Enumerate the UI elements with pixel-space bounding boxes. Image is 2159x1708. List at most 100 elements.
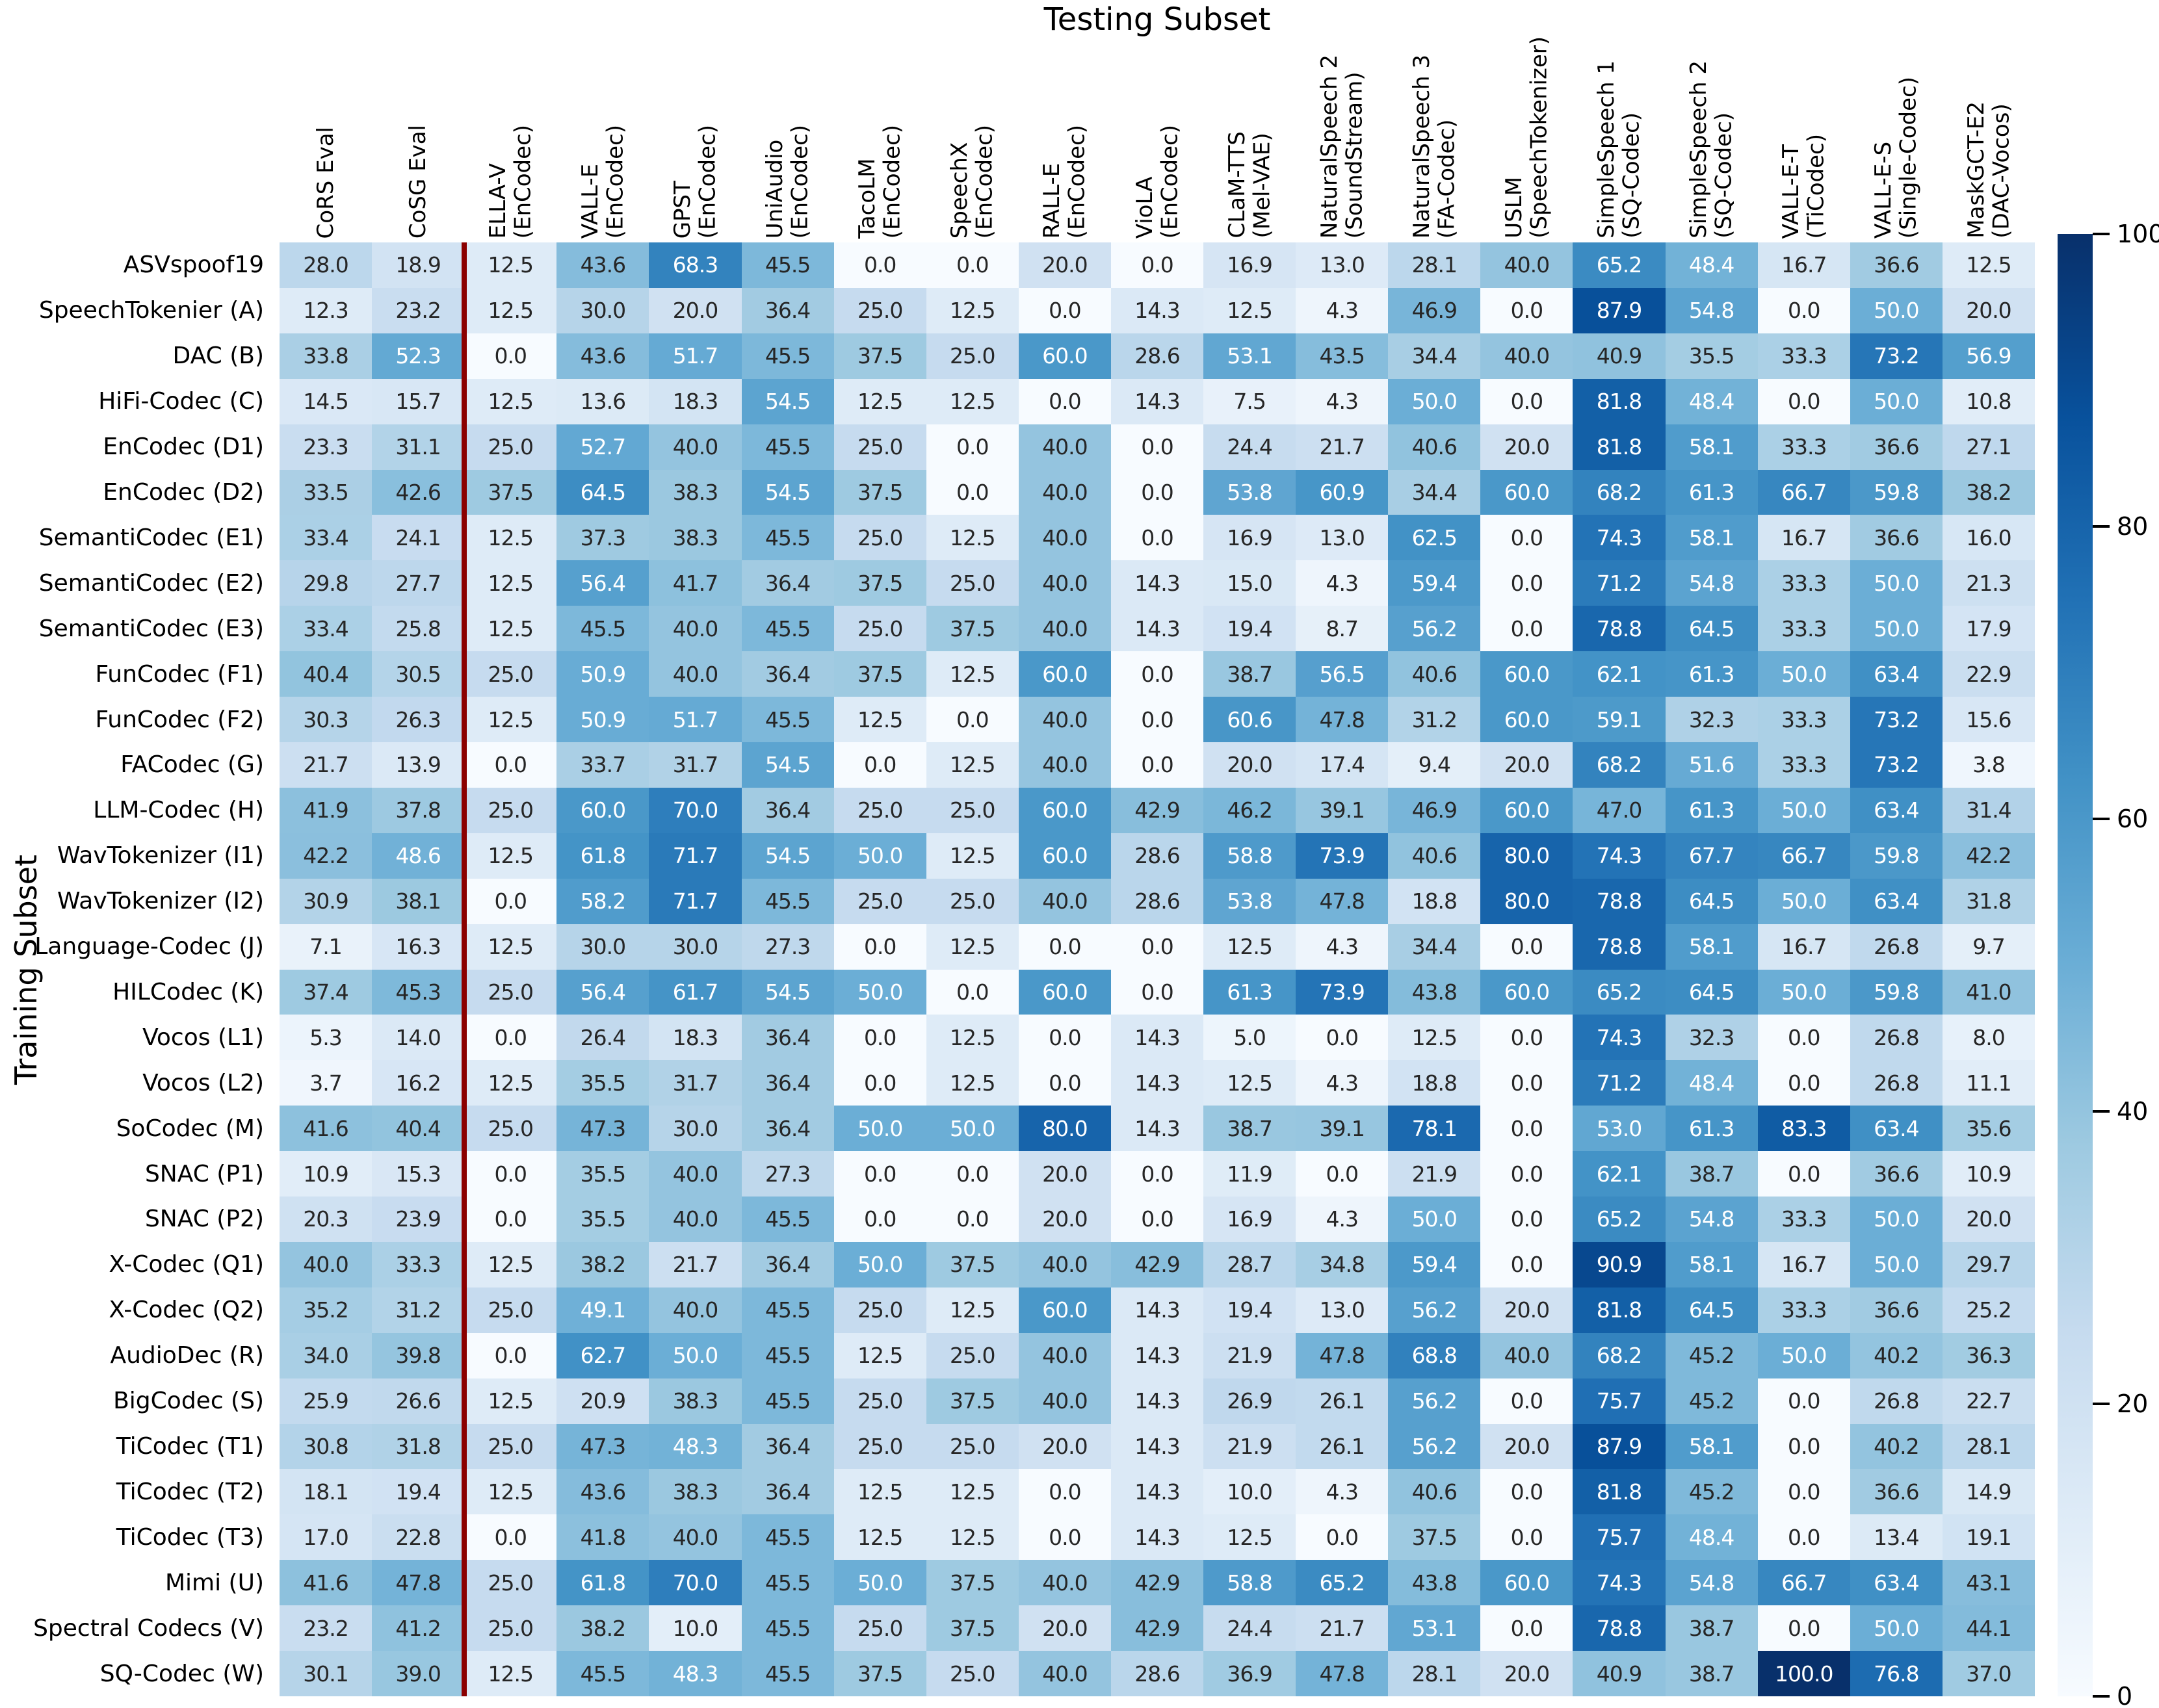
heatmap-cell: 33.3	[1757, 1197, 1850, 1242]
heatmap-cell: 26.8	[1850, 1015, 1943, 1061]
heatmap-cell: 20.0	[1942, 1197, 2035, 1242]
colorbar	[2058, 234, 2093, 1696]
heatmap-cell: 4.3	[1296, 378, 1389, 424]
colorbar-tick-label: 100	[2117, 220, 2159, 248]
heatmap-cell: 25.0	[464, 787, 557, 833]
heatmap-cell: 40.0	[1018, 1332, 1111, 1378]
heatmap-cell: 74.3	[1573, 1560, 1666, 1606]
colorbar-tick-label: 40	[2117, 1097, 2149, 1126]
heatmap-cell: 25.0	[833, 1605, 926, 1651]
heatmap-cell: 20.9	[556, 1378, 649, 1424]
heatmap-cell: 66.7	[1757, 469, 1850, 515]
heatmap-cell: 76.8	[1850, 1651, 1943, 1696]
heatmap-cell: 60.9	[1296, 469, 1389, 515]
heatmap-cell: 58.1	[1665, 515, 1758, 561]
heatmap-cell: 40.0	[1018, 560, 1111, 606]
chart-title: Testing Subset	[1043, 1, 1271, 38]
heatmap-cell: 12.5	[464, 833, 557, 879]
heatmap-cell: 26.1	[1296, 1378, 1389, 1424]
heatmap-cell: 20.0	[1480, 1423, 1573, 1469]
heatmap-cell: 40.0	[649, 1151, 742, 1197]
column-label: SpeechX (EnCodec)	[926, 0, 1019, 239]
heatmap-cell: 45.5	[741, 424, 834, 470]
heatmap-cell: 15.0	[1203, 560, 1296, 606]
heatmap-cell: 38.7	[1203, 651, 1296, 697]
heatmap-cell: 50.0	[833, 1560, 926, 1606]
heatmap-cell: 26.1	[1296, 1423, 1389, 1469]
heatmap-cell: 18.3	[649, 378, 742, 424]
heatmap-cell: 20.3	[280, 1197, 373, 1242]
heatmap-cell: 14.3	[1110, 1332, 1204, 1378]
heatmap-cell: 45.5	[741, 606, 834, 652]
heatmap-cell: 38.2	[1942, 469, 2035, 515]
heatmap-cell: 50.0	[1850, 560, 1943, 606]
heatmap-cell: 33.3	[1757, 424, 1850, 470]
row-label: SNAC (P1)	[144, 1160, 264, 1187]
heatmap-cell: 40.9	[1573, 1651, 1666, 1696]
row-label: FACodec (G)	[120, 751, 264, 779]
heatmap-cell: 25.0	[464, 1560, 557, 1606]
y-axis-tick-labels: ASVspoof19 SpeechTokenier (A) DAC (B) HiFi-…	[0, 242, 272, 1696]
row-label: Vocos (L2)	[142, 1069, 264, 1096]
heatmap-cell: 19.4	[372, 1469, 465, 1515]
heatmap-cell: 66.7	[1757, 833, 1850, 879]
heatmap-cell: 35.5	[1665, 333, 1758, 379]
heatmap-cell: 11.9	[1203, 1151, 1296, 1197]
heatmap-cell: 0.0	[1018, 1015, 1111, 1061]
heatmap-cell: 34.8	[1296, 1241, 1389, 1287]
heatmap-cell: 17.0	[280, 1514, 373, 1560]
heatmap-cell: 38.1	[372, 878, 465, 924]
column-label: MaskGCT-E2 (DAC-Vocos)	[1943, 0, 2035, 239]
heatmap-cell: 37.5	[926, 1605, 1019, 1651]
heatmap-cell: 21.7	[1296, 1605, 1389, 1651]
heatmap-cell: 7.1	[280, 924, 373, 970]
heatmap-cell: 13.9	[372, 742, 465, 788]
heatmap-cell: 42.9	[1110, 1241, 1204, 1287]
heatmap-cell: 60.0	[1018, 333, 1111, 379]
heatmap-cell: 47.3	[556, 1106, 649, 1152]
heatmap-cell: 68.2	[1573, 1332, 1666, 1378]
column-label-text: ELLA-V (EnCodec)	[484, 124, 536, 239]
column-label-text: GPST (EnCodec)	[670, 124, 721, 239]
heatmap-cell: 0.0	[833, 1015, 926, 1061]
heatmap-cell: 47.0	[1573, 787, 1666, 833]
heatmap-cell: 56.9	[1942, 333, 2035, 379]
heatmap-cell: 68.3	[649, 242, 742, 288]
heatmap-cell: 81.8	[1573, 424, 1666, 470]
heatmap-cell: 4.3	[1296, 287, 1389, 333]
heatmap-cell: 12.5	[464, 378, 557, 424]
heatmap-cell: 59.8	[1850, 833, 1943, 879]
heatmap-cell: 0.0	[833, 924, 926, 970]
heatmap-cell: 36.6	[1850, 1469, 1943, 1515]
heatmap-cell: 20.0	[1018, 1605, 1111, 1651]
heatmap-cell: 8.0	[1942, 1015, 2035, 1061]
heatmap-cell: 12.5	[1942, 242, 2035, 288]
heatmap-cell: 14.0	[372, 1015, 465, 1061]
heatmap-cell: 51.6	[1665, 742, 1758, 788]
heatmap-cell: 14.3	[1110, 1287, 1204, 1333]
column-label: NaturalSpeech 3 (FA-Codec)	[1388, 0, 1480, 239]
heatmap-cell: 50.0	[1850, 1197, 1943, 1242]
heatmap-cell: 41.7	[649, 560, 742, 606]
heatmap-cell: 13.4	[1850, 1514, 1943, 1560]
heatmap-cell: 100.0	[1757, 1651, 1850, 1696]
heatmap-cell: 75.7	[1573, 1514, 1666, 1560]
heatmap-cell: 45.5	[741, 1332, 834, 1378]
heatmap-cell: 61.3	[1665, 787, 1758, 833]
heatmap-cell: 25.0	[833, 1378, 926, 1424]
heatmap-cell: 23.2	[280, 1605, 373, 1651]
heatmap-cell: 0.0	[1757, 1605, 1850, 1651]
heatmap-cell: 50.0	[1757, 787, 1850, 833]
heatmap-cell: 35.5	[556, 1151, 649, 1197]
heatmap-cell: 48.3	[649, 1651, 742, 1696]
heatmap-cell: 12.5	[926, 1015, 1019, 1061]
heatmap-cell: 14.3	[1110, 1514, 1204, 1560]
heatmap-cell: 0.0	[1110, 697, 1204, 742]
heatmap-cell: 60.6	[1203, 697, 1296, 742]
heatmap-cell: 31.7	[649, 1060, 742, 1106]
heatmap-cell: 40.0	[280, 1241, 373, 1287]
heatmap-cell: 54.8	[1665, 1560, 1758, 1606]
heatmap-cell: 64.5	[1665, 606, 1758, 652]
heatmap-cell: 26.6	[372, 1378, 465, 1424]
heatmap-cell: 39.8	[372, 1332, 465, 1378]
